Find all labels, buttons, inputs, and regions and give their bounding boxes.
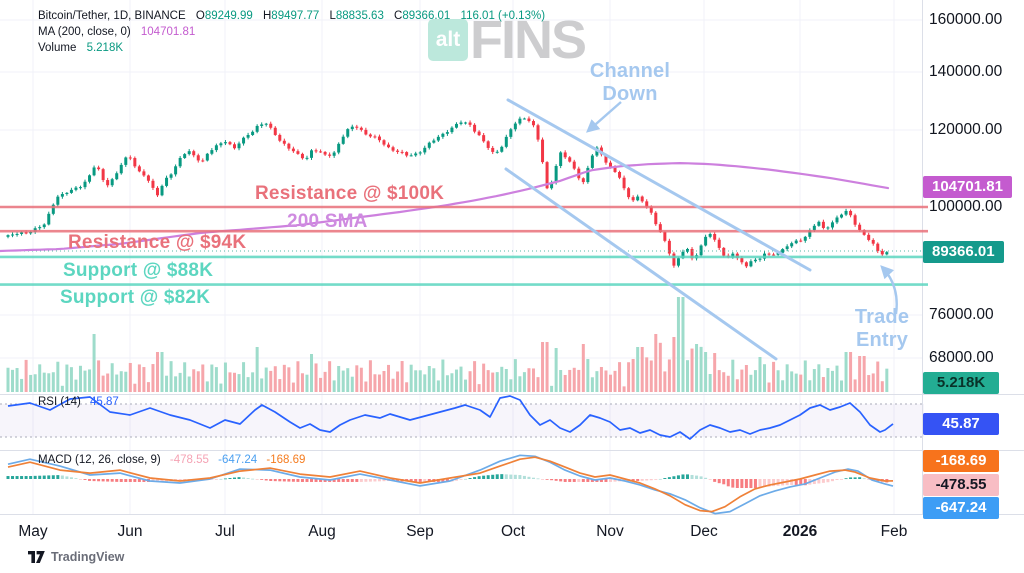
volume-value: 5.218K <box>86 42 124 54</box>
macd-signal-value: -168.69 <box>266 454 306 466</box>
time-axis-label-dec: Dec <box>690 523 718 540</box>
close-label: C <box>394 10 403 22</box>
resistance-100k-label[interactable]: Resistance @ $100K <box>255 183 445 204</box>
price-axis-label: 140000.00 <box>929 63 1003 80</box>
channel-down-label[interactable]: Channel Down <box>577 60 683 106</box>
symbol-legend-row[interactable]: Bitcoin/Tether, 1D, BINANCE O89249.99 H8… <box>38 10 545 22</box>
open-value: 89249.99 <box>204 10 253 22</box>
price-axis-label: 76000.00 <box>929 306 994 323</box>
symbol-title: Bitcoin/Tether, 1D, BINANCE <box>38 10 186 22</box>
macd-line-value: -647.24 <box>218 454 258 466</box>
ma-legend-row[interactable]: MA (200, close, 0) 104701.81 <box>38 26 195 38</box>
candles <box>6 116 889 269</box>
ma-label: MA (200, close, 0) <box>38 26 131 38</box>
rsi-badge: 45.87 <box>923 413 999 435</box>
rsi-legend-row[interactable]: RSI (14) 45.87 <box>38 396 119 408</box>
tradingview-attribution[interactable]: TradingView <box>28 550 124 564</box>
sma-200-label[interactable]: 200 SMA <box>287 211 368 232</box>
price-axis-label: 68000.00 <box>929 349 994 366</box>
volume-bars <box>6 297 889 392</box>
time-axis-label-may: May <box>18 523 48 540</box>
resistance-94k-label[interactable]: Resistance @ $94K <box>68 232 247 253</box>
support-82k-label[interactable]: Support @ $82K <box>60 287 211 308</box>
time-axis-label-nov: Nov <box>596 523 624 540</box>
low-value: 88835.63 <box>335 10 384 22</box>
trade-entry-line2: Entry <box>855 329 909 351</box>
trade-entry-line1: Trade <box>854 306 910 328</box>
price-axis-label: 160000.00 <box>929 11 1003 28</box>
channel-down-arrow <box>586 101 622 133</box>
price-axis-label: 100000.00 <box>929 198 1003 215</box>
macd-signal-badge: -168.69 <box>923 450 999 472</box>
annotation-arrows <box>586 101 898 315</box>
volume-legend-row[interactable]: Volume 5.218K <box>38 42 123 54</box>
time-axis-label-aug: Aug <box>308 523 336 540</box>
macd-hist-badge: -478.55 <box>923 474 999 496</box>
macd-title: MACD (12, 26, close, 9) <box>38 454 161 466</box>
price-axis-label: 120000.00 <box>929 121 1003 138</box>
ma-badge: 104701.81 <box>923 176 1012 198</box>
open-label: O <box>195 10 205 22</box>
channel-lines <box>504 98 812 361</box>
ma-200-line <box>0 161 890 253</box>
trade-entry-label[interactable]: Trade Entry <box>846 306 918 352</box>
channel-lower-line[interactable] <box>504 167 778 361</box>
change-value: 116.01 (+0.13%) <box>460 10 546 22</box>
ma-value: 104701.81 <box>140 26 196 38</box>
low-label: L <box>329 10 336 22</box>
volume-badge: 5.218K <box>923 372 999 394</box>
time-axis-label-feb: Feb <box>880 523 908 540</box>
time-axis-label-jun: Jun <box>117 523 143 540</box>
macd-signal-line <box>7 456 894 513</box>
trade-entry-arrow <box>880 265 898 315</box>
rsi-value: 45.87 <box>90 396 119 408</box>
rsi-title: RSI (14) <box>38 396 81 408</box>
time-axis-label-oct: Oct <box>500 523 526 540</box>
channel-down-line1: Channel <box>589 60 671 82</box>
high-value: 89497.77 <box>271 10 320 22</box>
time-axis-label-2026: 2026 <box>782 523 818 540</box>
support-88k-label[interactable]: Support @ $88K <box>63 260 214 281</box>
time-axis-label-sep: Sep <box>406 523 434 540</box>
volume-label: Volume <box>38 42 77 54</box>
channel-down-line2: Down <box>602 83 658 105</box>
level-lines <box>0 205 928 286</box>
rsi-line <box>7 395 894 440</box>
tradingview-logo-text: TradingView <box>51 550 125 564</box>
last-price-badge: 89366.01 <box>923 241 1004 263</box>
time-axis-label-jul: Jul <box>215 523 235 540</box>
high-label: H <box>262 10 272 22</box>
tradingview-logo-icon <box>28 551 45 563</box>
channel-upper-line[interactable] <box>506 98 812 272</box>
macd-line-badge: -647.24 <box>923 497 999 519</box>
macd-hist-value: -478.55 <box>169 454 209 466</box>
close-value: 89366.01 <box>402 10 451 22</box>
macd-legend-row[interactable]: MACD (12, 26, close, 9) -478.55 -647.24 … <box>38 454 305 466</box>
